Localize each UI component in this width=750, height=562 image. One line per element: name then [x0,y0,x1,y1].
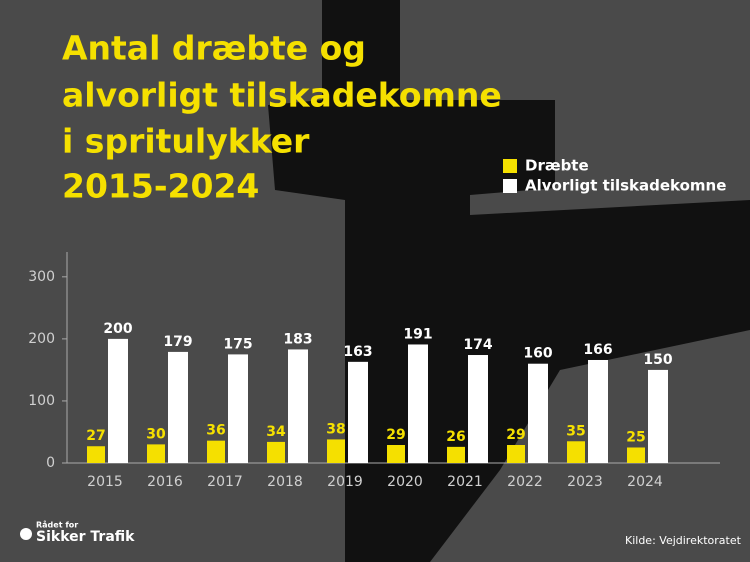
x-tick-label: 2017 [207,474,243,490]
bar [207,440,225,463]
y-tick-label: 100 [28,393,55,409]
value-label: 166 [583,342,612,358]
value-label: 163 [343,344,372,360]
value-label: 29 [506,427,525,443]
y-tick-label: 200 [28,331,55,347]
bar [387,445,405,463]
x-tick-label: 2019 [327,474,363,490]
x-tick-label: 2015 [87,474,123,490]
value-label: 35 [566,423,585,439]
bar [228,354,248,463]
bottle-silhouette [268,0,750,562]
title-line: i spritulykker [62,122,310,161]
bar [648,369,668,463]
bar [147,444,165,463]
bar [108,338,128,463]
bar [267,441,285,463]
title-line: 2015-2024 [62,167,259,206]
value-label: 200 [103,321,132,337]
bar [447,446,465,463]
value-label: 179 [163,334,192,350]
value-label: 150 [643,352,672,368]
bar [468,355,488,463]
value-label: 183 [283,331,312,347]
value-label: 160 [523,346,552,362]
bar [507,445,525,463]
x-tick-label: 2020 [387,474,423,490]
value-label: 36 [206,423,225,439]
value-label: 38 [326,421,345,437]
y-tick-label: 0 [46,455,55,471]
y-tick-label: 300 [28,269,55,285]
x-tick-label: 2018 [267,474,303,490]
title-line: Antal dræbte og [62,29,366,68]
value-label: 29 [386,427,405,443]
bar [348,361,368,463]
value-label: 27 [86,428,105,444]
bar [87,446,105,463]
bar [567,441,585,463]
value-label: 34 [266,424,286,440]
logo-icon [20,528,32,540]
bar [528,363,548,463]
logo-text: Sikker Trafik [36,529,135,545]
x-tick-label: 2022 [507,474,543,490]
logo-text: Rådet for [36,520,78,530]
bar [168,351,188,463]
title-line: alvorligt tilskadekomne [62,76,502,115]
source: Kilde: Vejdirektoratet [625,534,742,547]
legend-swatch [503,159,517,173]
value-label: 191 [403,326,432,342]
value-label: 25 [626,429,645,445]
bar [588,359,608,463]
value-label: 174 [463,337,492,353]
legend-label: Alvorligt tilskadekomne [525,177,726,195]
bar [288,349,308,463]
value-label: 30 [146,426,166,442]
legend-swatch [503,179,517,193]
legend-label: Dræbte [525,157,589,175]
x-tick-label: 2024 [627,474,663,490]
value-label: 175 [223,336,252,352]
x-tick-label: 2021 [447,474,483,490]
bar [327,439,345,463]
bar [627,447,645,463]
x-tick-label: 2016 [147,474,183,490]
bar [408,344,428,463]
value-label: 26 [446,429,465,445]
x-tick-label: 2023 [567,474,603,490]
